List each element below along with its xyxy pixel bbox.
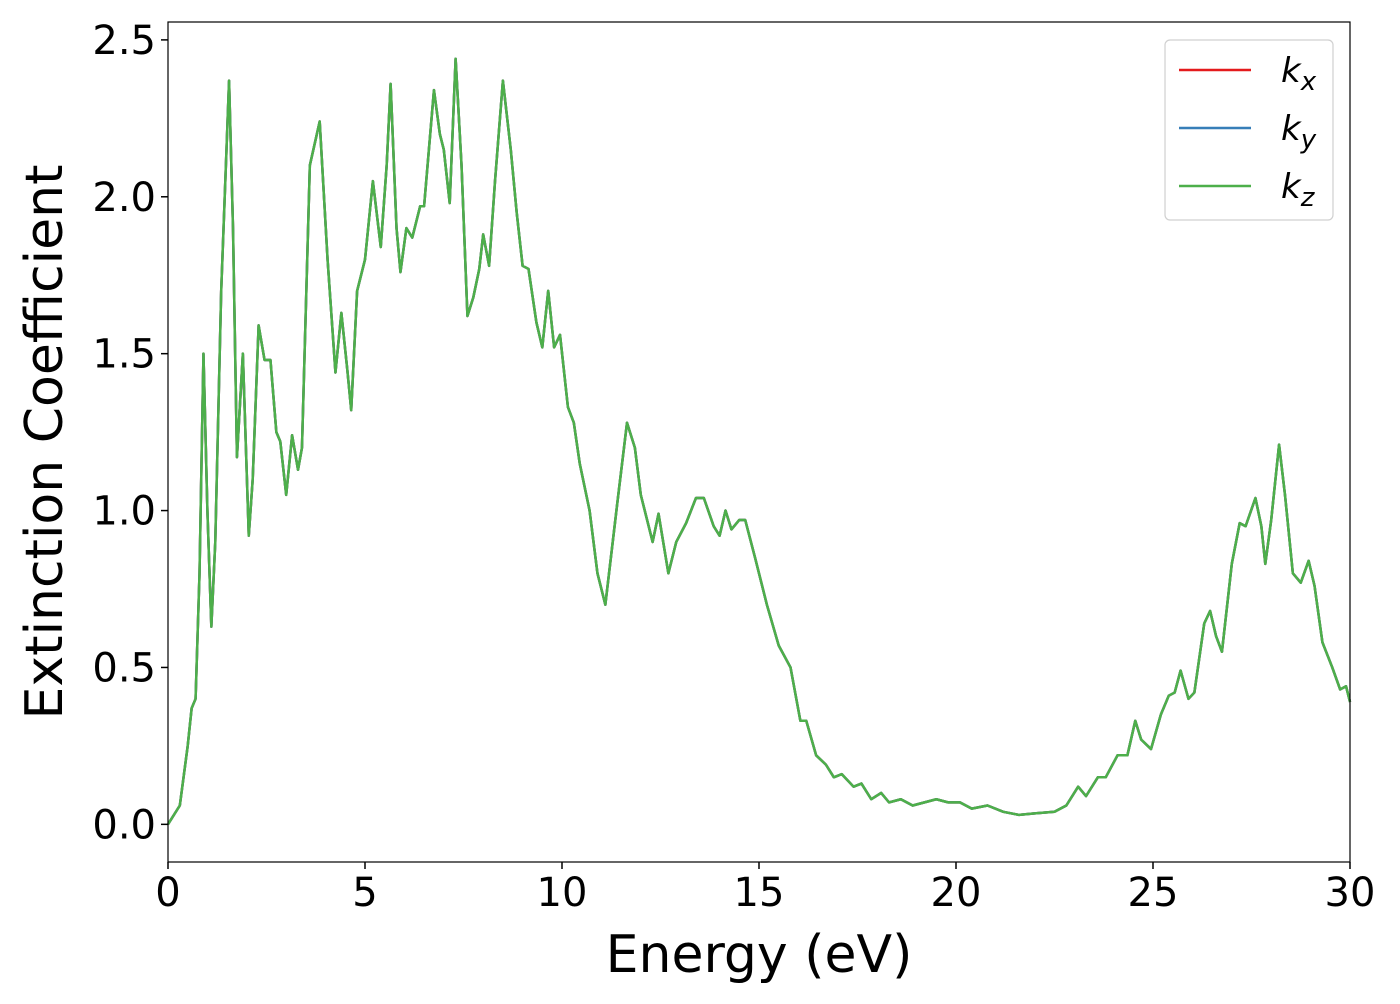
x-tick-label: 5 (352, 870, 377, 916)
x-tick-label: 25 (1128, 870, 1179, 916)
plot-frame (167, 21, 1351, 863)
y-axis-label: Extinction Coefficient (15, 165, 75, 720)
y-tick-label: 0.0 (92, 802, 156, 848)
x-tick-label: 15 (734, 870, 785, 916)
x-tick-label: 10 (537, 870, 588, 916)
y-tick-label: 2.5 (92, 18, 156, 64)
y-tick-label: 2.0 (92, 175, 156, 221)
x-tick-label: 30 (1325, 870, 1376, 916)
x-tick-label: 0 (155, 870, 180, 916)
y-tick-label: 0.5 (92, 645, 156, 691)
x-axis-label: Energy (eV) (606, 925, 913, 985)
legend-label: kz (1281, 167, 1316, 213)
legend-label: ky (1281, 109, 1317, 155)
y-tick-label: 1.0 (92, 489, 156, 535)
legend-label: kx (1281, 51, 1317, 97)
y-tick-label: 1.5 (92, 332, 156, 378)
legend-box (1164, 39, 1334, 221)
series-line (166, 57, 1352, 826)
x-tick-label: 20 (931, 870, 982, 916)
